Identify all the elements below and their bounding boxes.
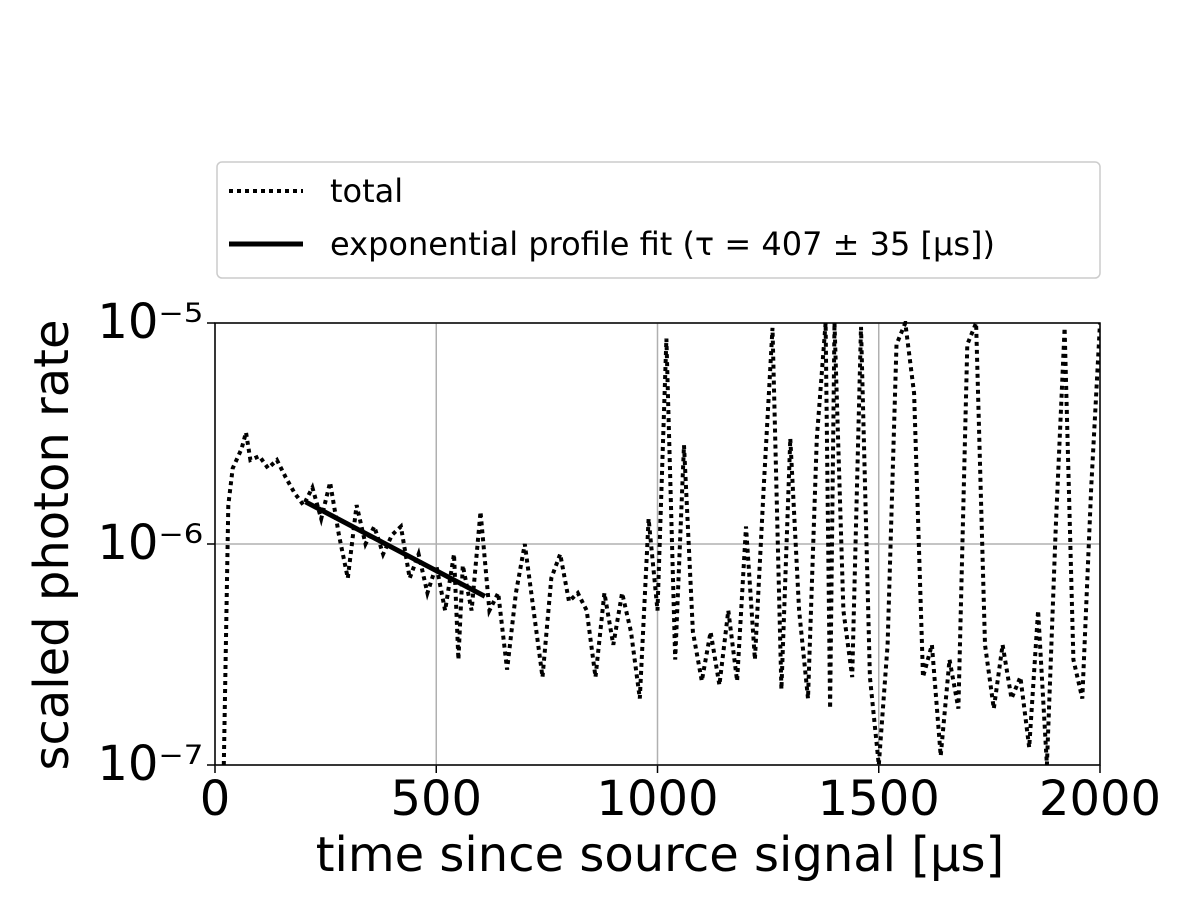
x-tick-label: 1500 xyxy=(818,771,940,827)
plot-frame xyxy=(214,322,1101,766)
x-tick-label: 1000 xyxy=(596,771,718,827)
y-tick-label: 10⁻⁶ xyxy=(97,515,203,571)
series-line xyxy=(221,321,1100,766)
y-tick-label: 10⁻⁷ xyxy=(97,736,203,792)
legend-box xyxy=(216,161,1101,279)
series-line xyxy=(304,499,487,599)
x-tick-label: 0 xyxy=(200,771,231,827)
x-tick-label: 500 xyxy=(390,771,482,827)
legend-label: total xyxy=(330,172,403,210)
legend-label: exponential profile fit (τ = 407 ± 35 [μ… xyxy=(330,225,995,263)
x-axis-label: time since source signal [μs] xyxy=(316,827,1005,883)
y-tick-label: 10⁻⁵ xyxy=(97,294,203,350)
y-axis-label: scaled photon rate xyxy=(24,319,80,770)
x-tick-label: 2000 xyxy=(1039,771,1161,827)
